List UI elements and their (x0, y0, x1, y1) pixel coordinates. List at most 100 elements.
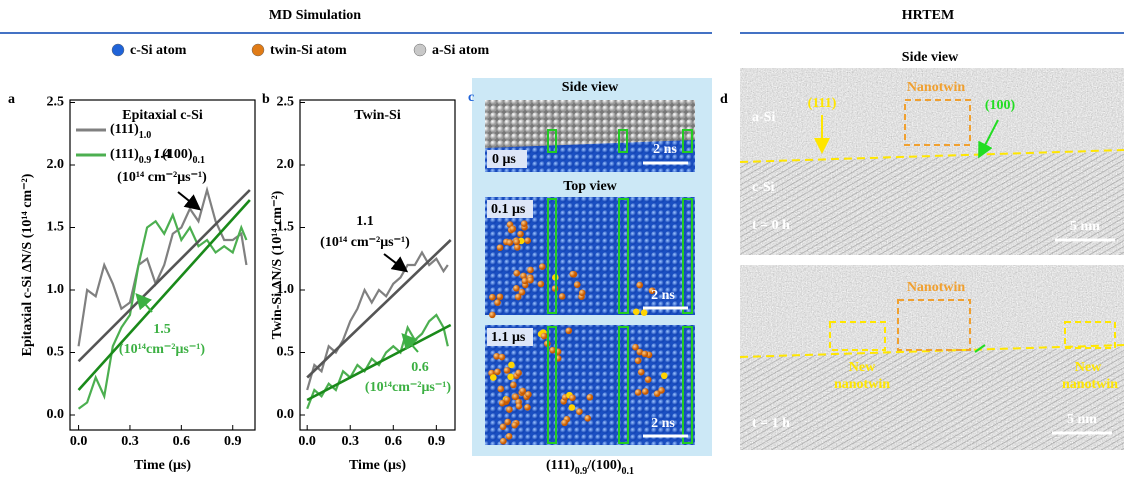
scale-label: 2 ns (653, 142, 677, 157)
y-tick-label: 0.0 (47, 407, 65, 422)
twin-atom (521, 220, 528, 227)
fit-line (307, 240, 451, 378)
twin-atom (507, 239, 514, 246)
twin-atom (524, 404, 531, 411)
caption: (111)0.9/(100)0.1 (546, 458, 634, 477)
twin-atom (500, 438, 507, 445)
annotation: (10¹⁴ cm⁻²μs⁻¹) (320, 235, 410, 250)
annotation: (10¹⁴cm⁻²μs⁻¹) (119, 342, 205, 357)
x-tick-label: 0.0 (298, 434, 316, 449)
time-label: 0 μs (492, 152, 516, 167)
region-label: c-Si (752, 180, 775, 195)
x-tick-label: 0.3 (341, 434, 359, 449)
twin-atom (524, 237, 531, 244)
twin-atom (517, 231, 524, 238)
scale-label: 5 nm (1070, 219, 1100, 234)
twin-atom (489, 312, 496, 319)
y-tick-label: 0.5 (277, 345, 295, 360)
twin-atom (499, 400, 506, 407)
twin-label: nanotwin (834, 377, 890, 392)
y-axis-title: Epitaxial c-Si ΔN/S (10¹⁴ cm⁻²) (20, 173, 35, 356)
twin-atom (569, 271, 576, 278)
twin-atom (511, 422, 518, 429)
twin-atom (642, 351, 649, 358)
twin-atom (635, 389, 642, 396)
twin-atom (539, 263, 546, 270)
legend-marker (112, 44, 124, 56)
twin-atom (507, 373, 514, 380)
time-label: 0.1 μs (491, 202, 526, 217)
region-label: a-Si (752, 110, 775, 125)
twin-atom (587, 394, 594, 401)
twin-label: New (1075, 360, 1102, 375)
twin-atom (508, 362, 515, 369)
legend-marker (252, 44, 264, 56)
panel-letter: d (720, 92, 728, 107)
y-tick-label: 1.5 (47, 220, 65, 235)
chart-title: Twin-Si (354, 108, 401, 123)
twin-atom (642, 388, 649, 395)
twin-atom (538, 281, 545, 288)
scale-label: 2 ns (651, 416, 675, 431)
twin-atom (541, 333, 548, 340)
scale-label: 5 nm (1067, 412, 1097, 427)
twin-atom (516, 403, 523, 410)
twin-atom (506, 406, 513, 413)
legend-label: (111)1.0 (110, 122, 151, 141)
x-axis-title: Time (μs) (134, 458, 191, 473)
amorphous-layer (485, 100, 695, 148)
twin-atom (510, 226, 517, 233)
time-label: t = 0 h (752, 218, 790, 233)
section-title: MD Simulation (269, 8, 361, 23)
arrow (384, 254, 405, 270)
twin-atom (638, 369, 645, 376)
annotation: 0.6 (411, 360, 429, 375)
twin-atom (641, 309, 648, 316)
twin-atom (527, 267, 534, 274)
arrow (138, 296, 152, 312)
x-tick-label: 0.9 (428, 434, 446, 449)
twin-atom (515, 294, 522, 301)
y-tick-label: 1.0 (277, 282, 295, 297)
twin-atom (661, 372, 668, 379)
twin-label: nanotwin (1062, 377, 1118, 392)
plane-label: (100) (985, 98, 1016, 113)
y-tick-label: 2.0 (47, 157, 65, 172)
annotation: 1.1 (356, 214, 374, 229)
twin-atom (500, 424, 507, 431)
view-title: Top view (563, 179, 617, 194)
twin-atom (549, 347, 556, 354)
panel-letter: b (262, 92, 270, 107)
twin-atom (579, 290, 586, 297)
x-axis-title: Time (μs) (349, 458, 406, 473)
annotation: (10¹⁴ cm⁻²μs⁻¹) (117, 170, 207, 185)
y-tick-label: 2.5 (47, 95, 65, 110)
annotation: 1.5 (153, 322, 171, 337)
twin-atom (565, 327, 572, 334)
twin-atom (513, 270, 520, 277)
view-title: Side view (902, 50, 959, 65)
twin-atom (635, 357, 642, 364)
legend-label: (111)0.9 / (100)0.1 (110, 147, 205, 166)
chart-title: Epitaxial c-Si (122, 108, 203, 123)
legend-label: twin-Si atom (270, 43, 347, 58)
x-tick-label: 0.0 (70, 434, 88, 449)
twin-atom (513, 239, 520, 246)
twin-atom (525, 391, 532, 398)
y-tick-label: 2.0 (277, 157, 295, 172)
time-label: t = 1 h (752, 416, 790, 431)
twin-atom (504, 419, 511, 426)
twin-atom (569, 404, 576, 411)
twin-atom (494, 299, 501, 306)
x-tick-label: 0.6 (173, 434, 191, 449)
panel-letter: c (468, 90, 474, 105)
time-label: 1.1 μs (491, 330, 526, 345)
twin-atom (654, 390, 661, 397)
twin-atom (490, 374, 497, 381)
fit-line (79, 200, 250, 390)
twin-atom (497, 244, 504, 251)
y-tick-label: 0.5 (47, 345, 65, 360)
figure: MD Simulation HRTEM c Side view Top view… (0, 0, 1124, 480)
twin-atom (636, 282, 643, 289)
twin-atom (633, 309, 640, 316)
